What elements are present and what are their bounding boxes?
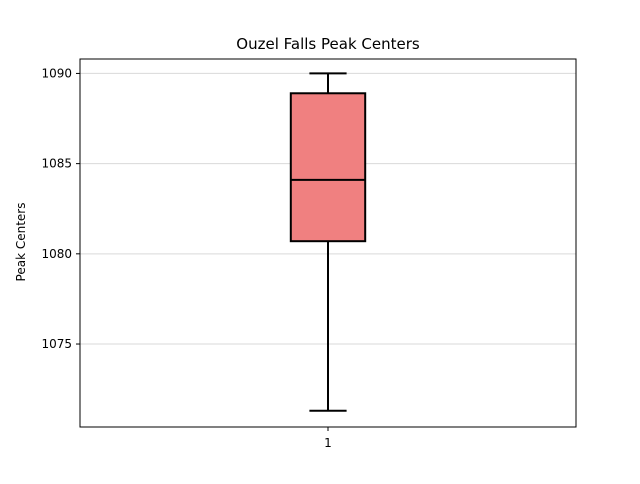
box-series — [289, 72, 367, 412]
y-tick-label: 1090 — [41, 66, 72, 80]
y-tick-label: 1080 — [41, 247, 72, 261]
x-axis-ticks: 1 — [324, 427, 332, 450]
y-axis-label: Peak Centers — [14, 203, 28, 282]
y-axis-ticks: 1075 1080 1085 1090 — [41, 66, 80, 351]
x-tick-label: 1 — [324, 436, 332, 450]
y-tick-label: 1075 — [41, 337, 72, 351]
chart-title: Ouzel Falls Peak Centers — [236, 35, 420, 53]
interquartile-box — [289, 92, 367, 243]
y-tick-label: 1085 — [41, 157, 72, 171]
